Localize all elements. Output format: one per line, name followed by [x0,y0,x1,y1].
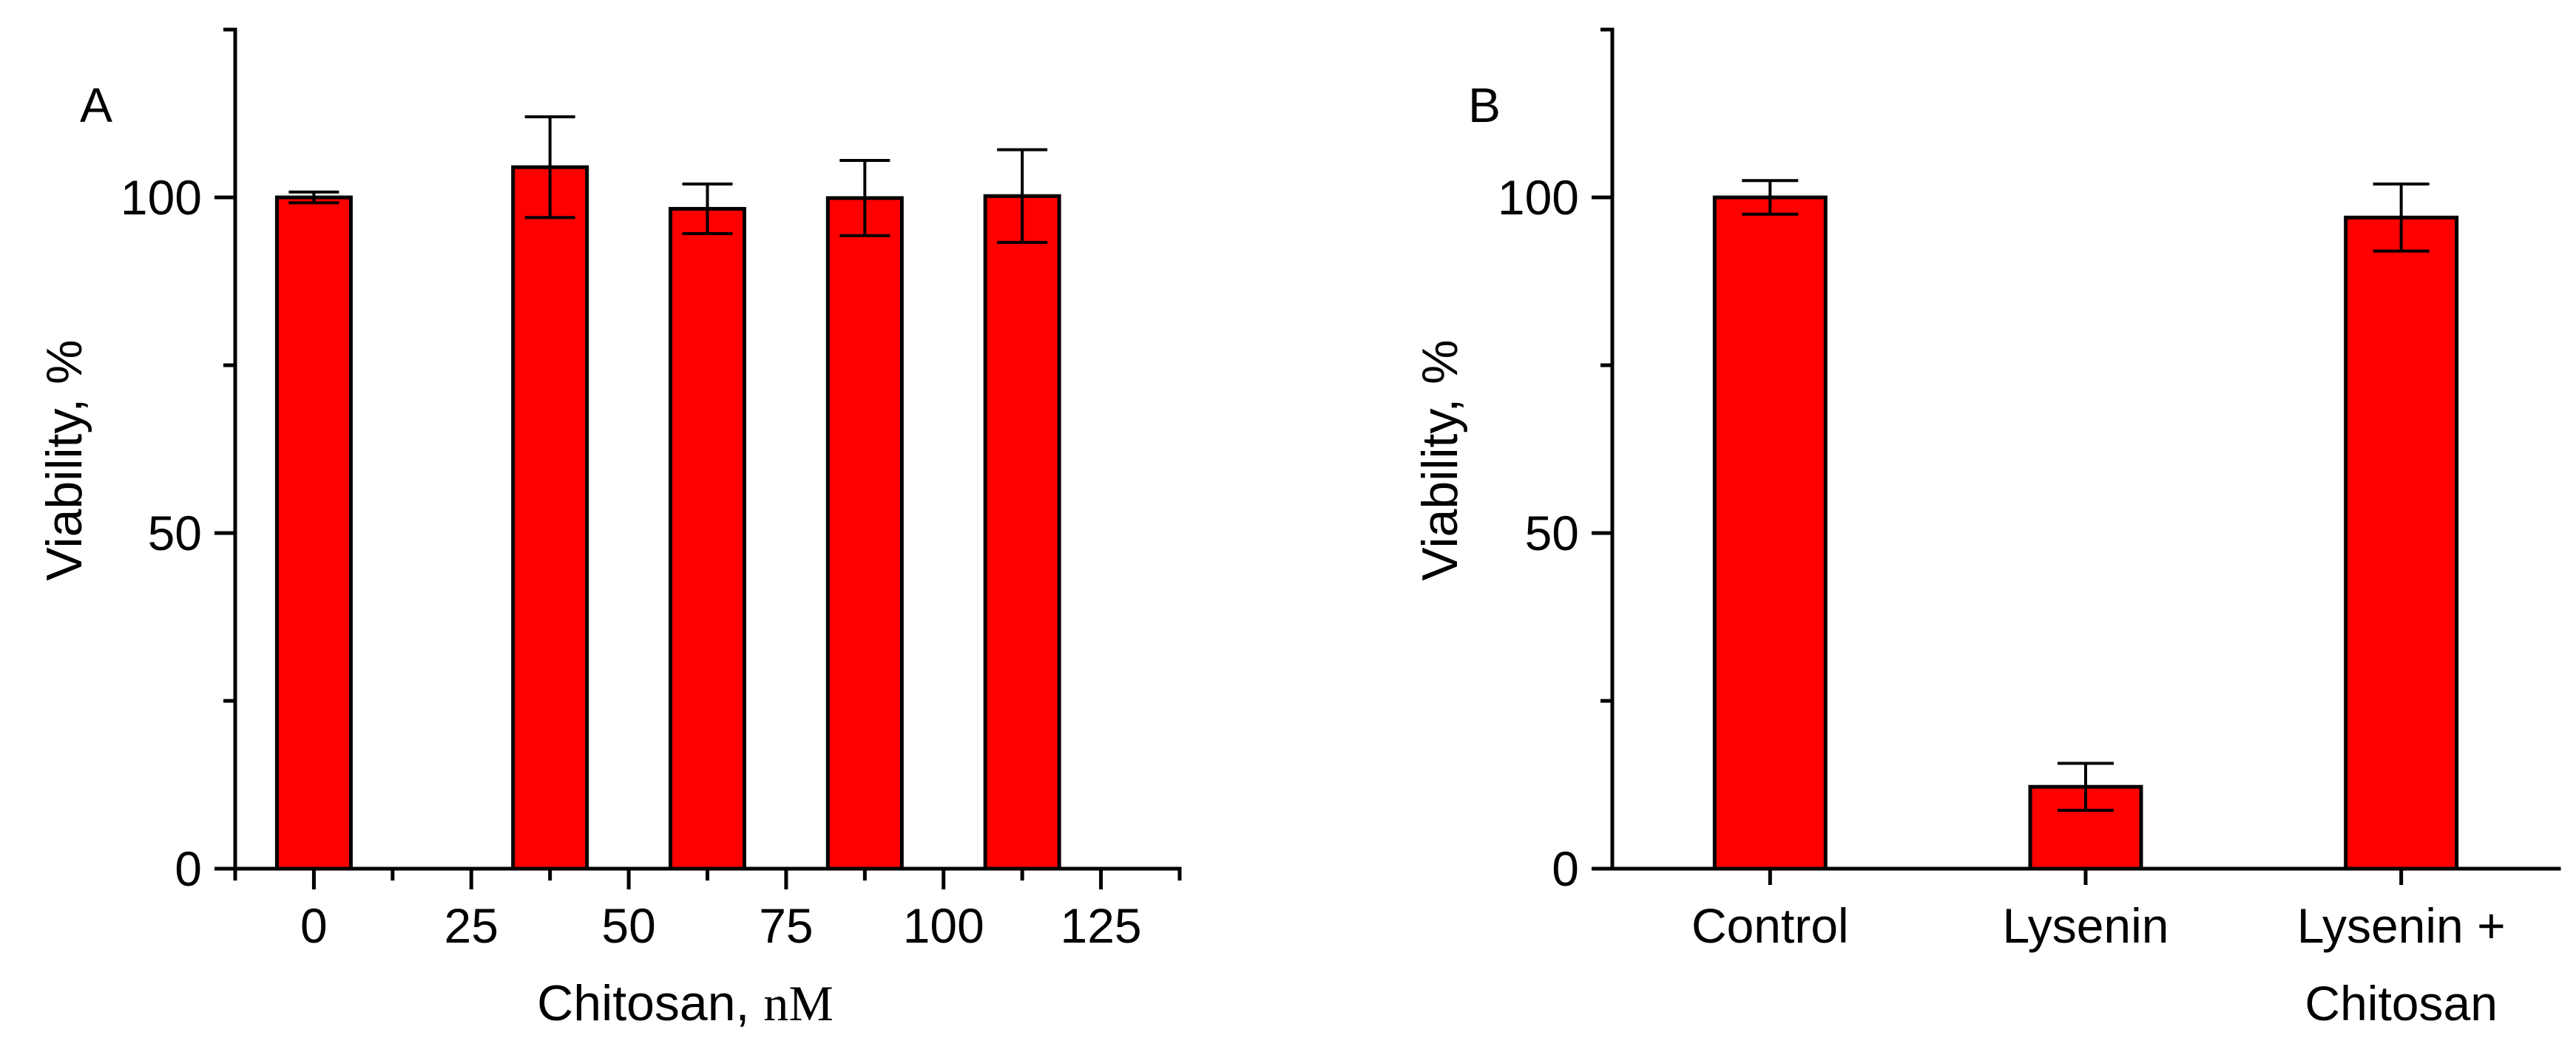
y-axis-label: Viability, % [1412,339,1468,580]
y-axis-label: Viability, % [36,339,92,580]
bar-2 [669,206,746,871]
x-tick-label: 25 [444,898,498,953]
x-tick-label: 100 [903,898,984,953]
bar-1 [511,165,589,871]
bar-0 [1712,195,1828,871]
bar-0 [274,195,353,871]
bar-2 [2344,215,2459,871]
bar-3 [825,196,904,871]
y-tick-label: 50 [1525,506,1579,560]
x-axis-label: Chitosan, nM [537,975,834,1031]
y-tick-label: 0 [175,841,202,896]
bar-4 [983,194,1061,871]
category-label: Control [1691,898,1849,953]
category-label: Lysenin + [2297,898,2506,953]
y-tick-label: 100 [1498,170,1579,225]
y-tick-label: 0 [1552,841,1579,896]
category-label: Chitosan [2305,976,2498,1031]
y-tick-label: 50 [148,506,202,560]
chart-panel-a: 0 50 100 0 25 50 75 100 125 Viability, % Chitosan,… [36,27,1182,1031]
category-label: Lysenin [2002,898,2168,953]
panel-label-a: A [80,78,112,132]
panel-label-b: B [1468,78,1501,132]
x-tick-label: 75 [759,898,813,953]
x-tick-label: 50 [601,898,655,953]
y-tick-label: 100 [121,170,202,225]
x-tick-label: 125 [1061,898,1142,953]
bar-1 [2028,784,2143,871]
x-tick-label: 0 [300,898,328,953]
chart-panel-b: 0 50 100 Control Lysenin Lysenin + Chitosan Via… [1412,27,2561,1031]
